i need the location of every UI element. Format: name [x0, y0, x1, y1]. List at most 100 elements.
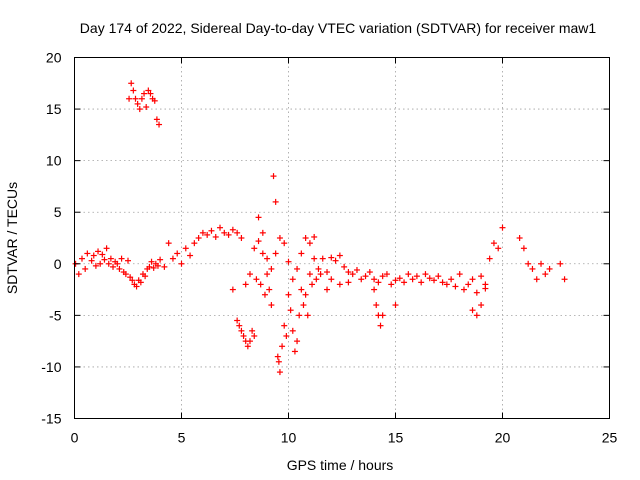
- x-axis-ticks: 0 5 10 15 20 25: [71, 57, 617, 446]
- data-point: [418, 279, 425, 286]
- data-point: [561, 276, 568, 283]
- data-point: [324, 286, 331, 293]
- data-point: [276, 235, 283, 241]
- x-tick-label: 5: [178, 430, 186, 446]
- data-points: [72, 80, 568, 376]
- data-point: [448, 276, 455, 283]
- data-point: [157, 256, 164, 263]
- data-point: [221, 229, 228, 236]
- x-tick-label: 10: [281, 430, 297, 446]
- data-point: [259, 229, 266, 236]
- data-point: [249, 327, 256, 334]
- data-point: [217, 224, 224, 231]
- data-point: [255, 214, 262, 221]
- data-point: [147, 90, 154, 97]
- data-point: [204, 231, 211, 238]
- data-point: [238, 235, 245, 241]
- data-point: [229, 286, 236, 293]
- data-point: [212, 233, 219, 240]
- data-point: [452, 283, 459, 290]
- data-point: [332, 257, 339, 264]
- data-point: [272, 250, 279, 257]
- data-point: [294, 265, 301, 272]
- data-point: [101, 256, 108, 263]
- data-point: [137, 279, 144, 286]
- data-point: [336, 281, 343, 288]
- data-point: [118, 255, 125, 262]
- data-point: [236, 322, 243, 329]
- y-axis-label: SDTVAR / TECUs: [4, 182, 20, 294]
- data-point: [141, 90, 148, 97]
- data-point: [557, 260, 564, 267]
- data-point: [358, 276, 365, 283]
- data-point: [285, 291, 292, 298]
- data-point: [294, 338, 301, 345]
- data-point: [319, 255, 326, 262]
- data-point: [127, 274, 134, 281]
- data-point: [242, 281, 249, 288]
- data-point: [478, 273, 485, 280]
- y-tick-label: -5: [49, 307, 62, 323]
- data-point: [525, 260, 532, 267]
- data-point: [371, 276, 378, 283]
- data-point: [469, 276, 476, 283]
- data-point: [122, 271, 129, 278]
- data-point: [516, 235, 523, 241]
- data-point: [142, 273, 149, 280]
- data-point: [302, 291, 309, 298]
- data-point: [125, 257, 131, 264]
- data-point: [306, 271, 313, 278]
- data-point: [298, 286, 305, 293]
- data-point: [264, 255, 271, 262]
- data-point: [234, 229, 241, 236]
- data-point: [499, 224, 506, 231]
- data-point: [306, 240, 313, 247]
- data-point: [469, 307, 476, 314]
- data-point: [296, 312, 303, 319]
- data-point: [78, 255, 85, 262]
- y-tick-label: 10: [46, 153, 62, 169]
- y-tick-label: 15: [46, 101, 62, 117]
- data-point: [300, 302, 307, 309]
- data-point: [82, 265, 89, 272]
- y-tick-label: 5: [54, 204, 62, 220]
- data-point: [244, 343, 251, 350]
- data-point: [191, 240, 198, 247]
- data-point: [276, 369, 283, 376]
- data-point: [490, 240, 497, 247]
- data-point: [146, 263, 153, 270]
- data-point: [136, 106, 143, 113]
- data-point: [110, 263, 117, 270]
- data-point: [486, 255, 493, 262]
- data-point: [302, 235, 309, 241]
- data-point: [261, 291, 268, 298]
- data-point: [392, 302, 399, 309]
- x-axis-label: GPS time / hours: [287, 457, 394, 473]
- data-point: [396, 275, 403, 282]
- x-tick-label: 15: [388, 430, 404, 446]
- data-point: [275, 358, 282, 365]
- data-point: [143, 104, 150, 111]
- data-point: [279, 343, 286, 350]
- data-point: [478, 302, 485, 309]
- data-point: [165, 240, 172, 247]
- data-point: [379, 273, 386, 280]
- data-point: [304, 312, 311, 319]
- data-point: [373, 302, 380, 309]
- data-point: [289, 276, 296, 283]
- data-point: [92, 262, 99, 269]
- data-point: [90, 252, 97, 259]
- y-tick-label: -15: [41, 411, 61, 427]
- data-point: [268, 302, 275, 309]
- data-point: [520, 245, 527, 252]
- data-point: [413, 273, 420, 280]
- data-point: [128, 80, 135, 87]
- data-point: [533, 276, 540, 283]
- data-point: [266, 286, 273, 293]
- grid-lines: [74, 57, 610, 419]
- y-tick-label: -10: [41, 359, 61, 375]
- data-point: [156, 121, 163, 128]
- data-point: [392, 277, 399, 284]
- data-point: [324, 269, 331, 276]
- data-point: [409, 276, 416, 283]
